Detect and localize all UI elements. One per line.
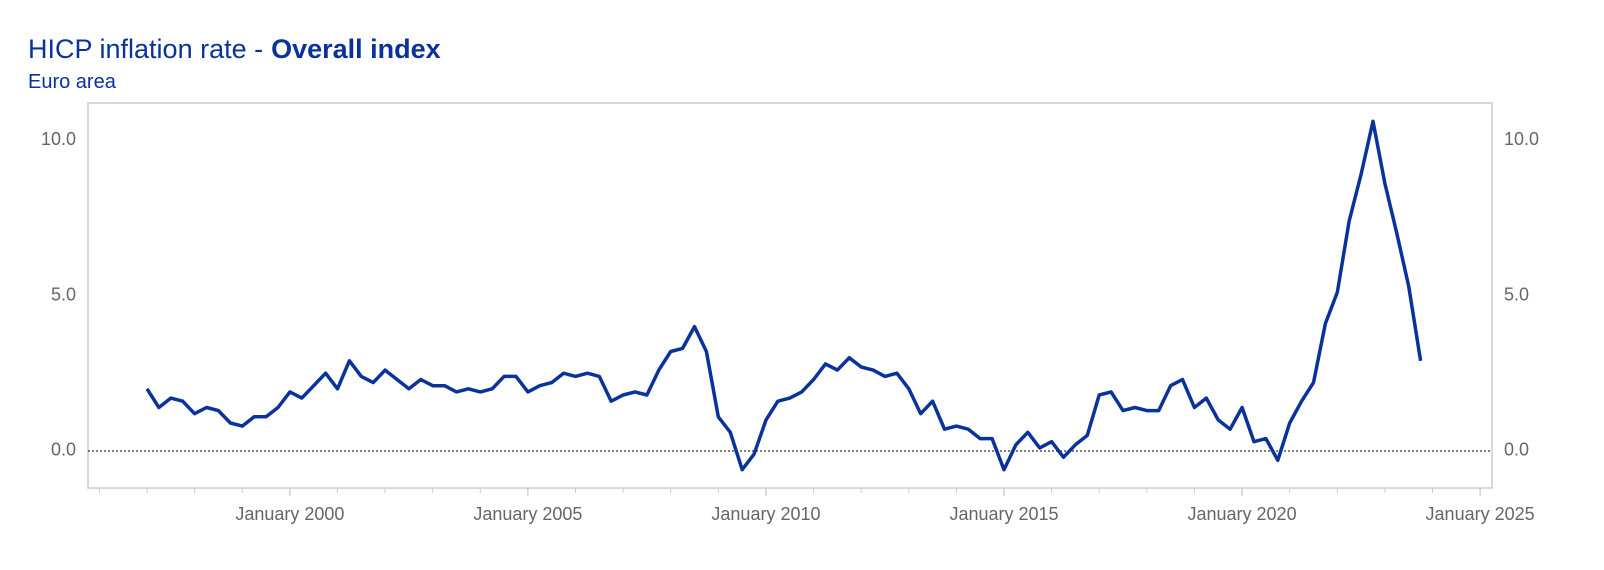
x-tick-label: January 2015 [949, 504, 1058, 524]
x-tick-label: January 2000 [235, 504, 344, 524]
title-main: HICP inflation rate - [28, 34, 263, 64]
plot-frame [87, 102, 1493, 489]
y2-tick-label: 0.0 [1504, 440, 1529, 460]
title-emphasis: Overall index [271, 34, 441, 64]
series-line [145, 119, 1423, 472]
chart-subtitle: Euro area [28, 71, 117, 93]
x-tick-label: January 2020 [1188, 504, 1297, 524]
y-tick-label: 0.0 [51, 440, 76, 460]
y-tick-label: 5.0 [51, 284, 76, 304]
chart-title: HICP inflation rate - Overall index [28, 34, 441, 64]
y-tick-label: 10.0 [41, 129, 76, 149]
y2-tick-label: 10.0 [1504, 129, 1539, 149]
x-tick-label: January 2010 [711, 504, 820, 524]
x-tick-label: January 2005 [473, 504, 582, 524]
y2-tick-label: 5.0 [1504, 284, 1529, 304]
x-tick-label: January 2025 [1426, 504, 1535, 524]
